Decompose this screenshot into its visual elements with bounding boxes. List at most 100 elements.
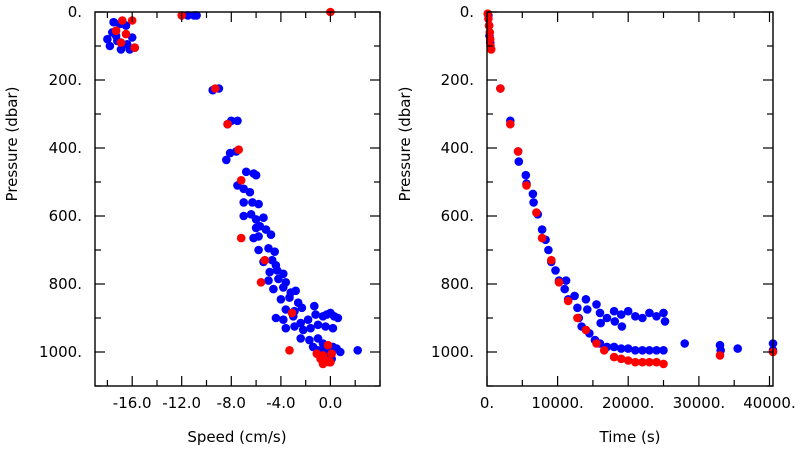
data-point: [551, 266, 560, 275]
data-point: [256, 278, 266, 287]
time-pressure-chart: 0. 10000. 20000. 30000. 40000. 0. 200. 400. 600.…: [396, 3, 796, 446]
y-axis-label: Pressure (dbar): [396, 87, 414, 202]
data-point: [336, 347, 345, 357]
data-point: [609, 352, 619, 362]
series-red: [111, 7, 337, 369]
x-tick-label: -16.0: [113, 394, 152, 412]
x-axis-label: Time (s): [599, 428, 661, 446]
data-point: [486, 45, 496, 54]
data-point: [659, 359, 668, 369]
data-point: [583, 305, 592, 314]
data-point: [239, 211, 248, 221]
data-point: [496, 84, 505, 93]
data-point: [659, 346, 668, 355]
data-point: [271, 313, 281, 323]
data-point: [287, 308, 297, 318]
data-point: [305, 335, 314, 345]
data-point: [183, 11, 193, 20]
data-point: [609, 342, 619, 352]
data-point: [581, 295, 591, 304]
y-tick-label: 400.: [49, 139, 82, 157]
data-point: [251, 215, 261, 224]
data-point: [645, 346, 654, 355]
data-point: [554, 278, 564, 287]
data-point: [192, 11, 201, 20]
data-point: [623, 356, 633, 365]
x-axis-label: Speed (cm/s): [187, 428, 286, 446]
data-point: [596, 318, 605, 328]
data-point: [323, 340, 333, 350]
data-point: [313, 320, 323, 330]
data-point: [259, 213, 268, 222]
data-point: [297, 303, 307, 313]
y-tick-label: 800.: [49, 275, 82, 293]
data-point: [265, 267, 275, 277]
data-point: [602, 313, 612, 323]
data-point: [532, 208, 541, 217]
data-point: [660, 317, 670, 326]
data-point: [484, 14, 493, 24]
data-point: [260, 255, 270, 265]
data-point: [733, 344, 742, 353]
data-point: [506, 119, 515, 129]
data-point: [298, 325, 308, 335]
data-point: [281, 323, 291, 333]
data-point: [333, 313, 343, 323]
x-tick-label: 20000.: [602, 394, 655, 412]
data-point: [616, 310, 626, 319]
data-point: [521, 170, 531, 180]
series-blue: [103, 11, 363, 365]
data-point: [276, 295, 286, 304]
data-point: [236, 176, 246, 185]
data-point: [652, 346, 661, 355]
data-point: [631, 357, 640, 367]
data-point: [327, 349, 337, 359]
y-tick-label: 400.: [441, 139, 474, 157]
data-point: [254, 199, 263, 209]
data-point: [638, 346, 647, 355]
y-tick-label: 1000.: [431, 343, 474, 361]
x-tick-label: 0.: [480, 394, 494, 412]
y-axis-label: Pressure (dbar): [3, 87, 21, 202]
data-point: [537, 233, 547, 243]
data-point: [321, 322, 330, 331]
data-point: [116, 45, 126, 54]
data-point: [638, 313, 647, 323]
data-point: [241, 167, 251, 177]
data-point: [291, 286, 301, 296]
x-tick-label: 10000.: [531, 394, 584, 412]
data-point: [563, 296, 573, 306]
y-tick-label: 600.: [441, 207, 474, 225]
data-point: [623, 344, 633, 353]
data-point: [311, 310, 320, 319]
data-point: [623, 306, 633, 316]
data-point: [233, 116, 242, 126]
x-tick-label: -8.0: [217, 394, 246, 412]
data-point: [592, 339, 601, 348]
data-point: [616, 344, 626, 353]
y-tick-label: 200.: [441, 71, 474, 89]
data-point: [234, 145, 243, 154]
data-point: [609, 306, 619, 316]
data-point: [715, 351, 725, 360]
data-point: [659, 308, 668, 318]
data-point: [652, 357, 661, 367]
x-tick-label: -12.0: [162, 394, 201, 412]
data-point: [296, 334, 306, 343]
speed-pressure-chart: -16.0 -12.0 -8.0 -4.0 0.0 0. 200. 400. 600. 800. 1…: [3, 3, 381, 446]
data-point: [103, 34, 112, 44]
data-point: [303, 315, 313, 325]
data-point: [105, 41, 115, 51]
data-point: [581, 325, 591, 335]
data-point: [547, 255, 556, 265]
x-tick-label: 0.0: [318, 394, 342, 412]
data-point: [610, 317, 620, 326]
y-tick-label: 0.: [68, 3, 82, 21]
data-point: [560, 284, 569, 294]
data-point: [561, 276, 571, 285]
data-point: [645, 308, 654, 318]
data-point: [118, 16, 127, 25]
data-point: [617, 322, 627, 331]
data-point: [245, 187, 255, 197]
data-point: [222, 155, 231, 165]
